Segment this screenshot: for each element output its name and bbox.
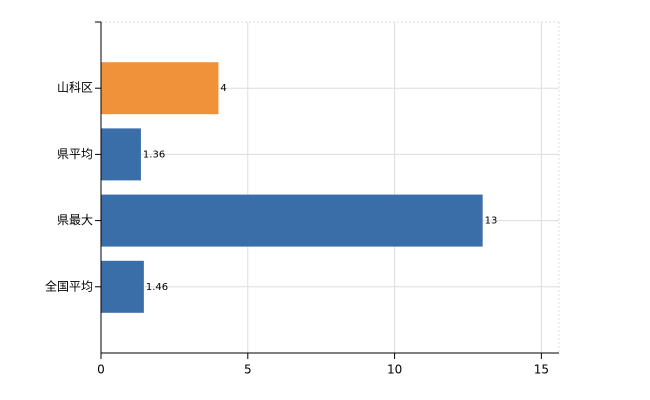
bar — [101, 62, 219, 115]
x-tick-label: 10 — [387, 363, 402, 377]
data-label: 13 — [485, 216, 498, 227]
y-tick-label: 県最大 — [57, 213, 93, 227]
y-tick-label: 山科区 — [57, 81, 93, 95]
bar — [101, 194, 483, 247]
y-tick-label: 全国平均 — [45, 278, 93, 293]
x-tick-label: 0 — [97, 363, 105, 377]
bar — [101, 260, 144, 313]
data-label: 1.36 — [143, 149, 165, 160]
bar — [101, 128, 141, 181]
data-label: 1.46 — [146, 282, 168, 293]
y-tick-label: 県平均 — [57, 147, 93, 161]
x-tick-label: 15 — [534, 363, 549, 377]
data-label: 4 — [220, 83, 226, 94]
x-tick-label: 5 — [244, 363, 252, 377]
